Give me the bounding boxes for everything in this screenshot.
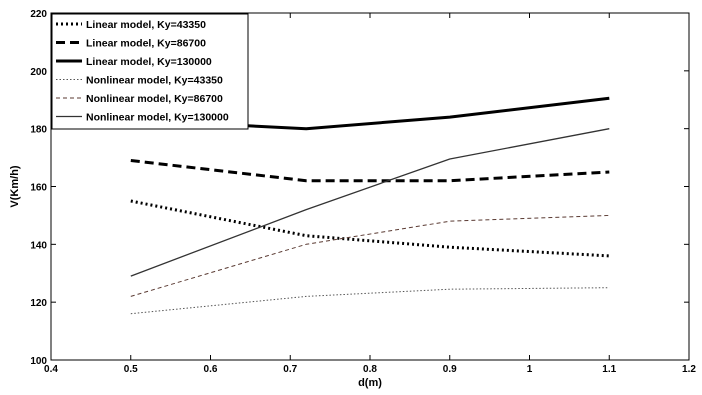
legend-label-4: Nonlinear model, Ky=43350 <box>86 75 223 87</box>
tick-group: 0.4 0.5 0.6 0.7 0.8 0.9 1 1.1 1.2 100 120 140 160 180… <box>30 9 696 375</box>
x-tick-label: 0.6 <box>204 364 218 375</box>
x-tick-label: 0.7 <box>283 364 297 375</box>
y-tick-label: 200 <box>30 67 47 78</box>
series-line-1 <box>130 199 610 258</box>
legend-label-1: Linear model, Ky=43350 <box>86 19 206 31</box>
legend-label-6: Nonlinear model, Ky=130000 <box>86 112 229 124</box>
x-tick-label: 1.2 <box>682 364 696 375</box>
series-line-5 <box>130 214 610 297</box>
legend-label-5: Nonlinear model, Ky=86700 <box>86 93 223 105</box>
y-tick-label: 220 <box>30 9 47 20</box>
y-tick-label: 180 <box>30 125 47 136</box>
legend: Linear model, Ky=43350 Linear model, Ky=8… <box>51 13 249 130</box>
legend-box <box>51 13 249 130</box>
x-tick-label: 0.4 <box>44 364 58 375</box>
series-line-6 <box>130 128 610 277</box>
x-axis-label: d(m) <box>358 377 382 389</box>
series-line-2 <box>130 159 610 183</box>
series-line-4 <box>130 287 610 315</box>
legend-label-3: Linear model, Ky=130000 <box>86 56 212 68</box>
x-tick-label: 0.9 <box>443 364 457 375</box>
x-tick-label: 1.1 <box>602 364 616 375</box>
legend-label-2: Linear model, Ky=86700 <box>86 38 206 50</box>
x-tick-label: 0.5 <box>124 364 138 375</box>
y-tick-label: 160 <box>30 183 47 194</box>
y-tick-label: 100 <box>30 356 47 367</box>
y-tick-label: 120 <box>30 298 47 309</box>
x-tick-label: 0.8 <box>363 364 377 375</box>
y-axis-label: V(Km/h) <box>9 165 21 208</box>
x-tick-label: 1 <box>527 364 533 375</box>
y-tick-label: 140 <box>30 240 47 251</box>
